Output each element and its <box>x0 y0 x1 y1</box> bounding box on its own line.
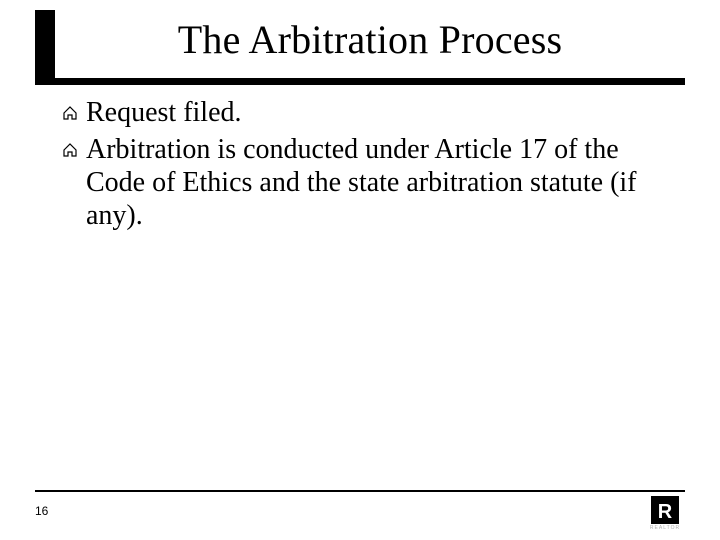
title-accent-bar <box>35 10 55 78</box>
content-area: Request filed. Arbitration is conducted … <box>62 96 660 236</box>
svg-text:REALTOR: REALTOR <box>650 525 680 530</box>
bullet-text: Request filed. <box>86 96 242 129</box>
horizontal-rule-top <box>35 78 685 85</box>
bullet-item: Arbitration is conducted under Article 1… <box>62 133 660 232</box>
house-bullet-icon <box>62 137 82 163</box>
realtor-logo: R REALTOR <box>607 496 685 530</box>
page-number: 16 <box>35 504 48 518</box>
title-block: The Arbitration Process <box>35 10 685 63</box>
svg-text:R: R <box>658 501 673 523</box>
slide-title: The Arbitration Process <box>55 10 685 63</box>
bullet-text: Arbitration is conducted under Article 1… <box>86 133 660 232</box>
bullet-item: Request filed. <box>62 96 660 129</box>
house-bullet-icon <box>62 100 82 126</box>
horizontal-rule-bottom <box>35 490 685 492</box>
slide: The Arbitration Process Request filed. A… <box>0 0 720 540</box>
